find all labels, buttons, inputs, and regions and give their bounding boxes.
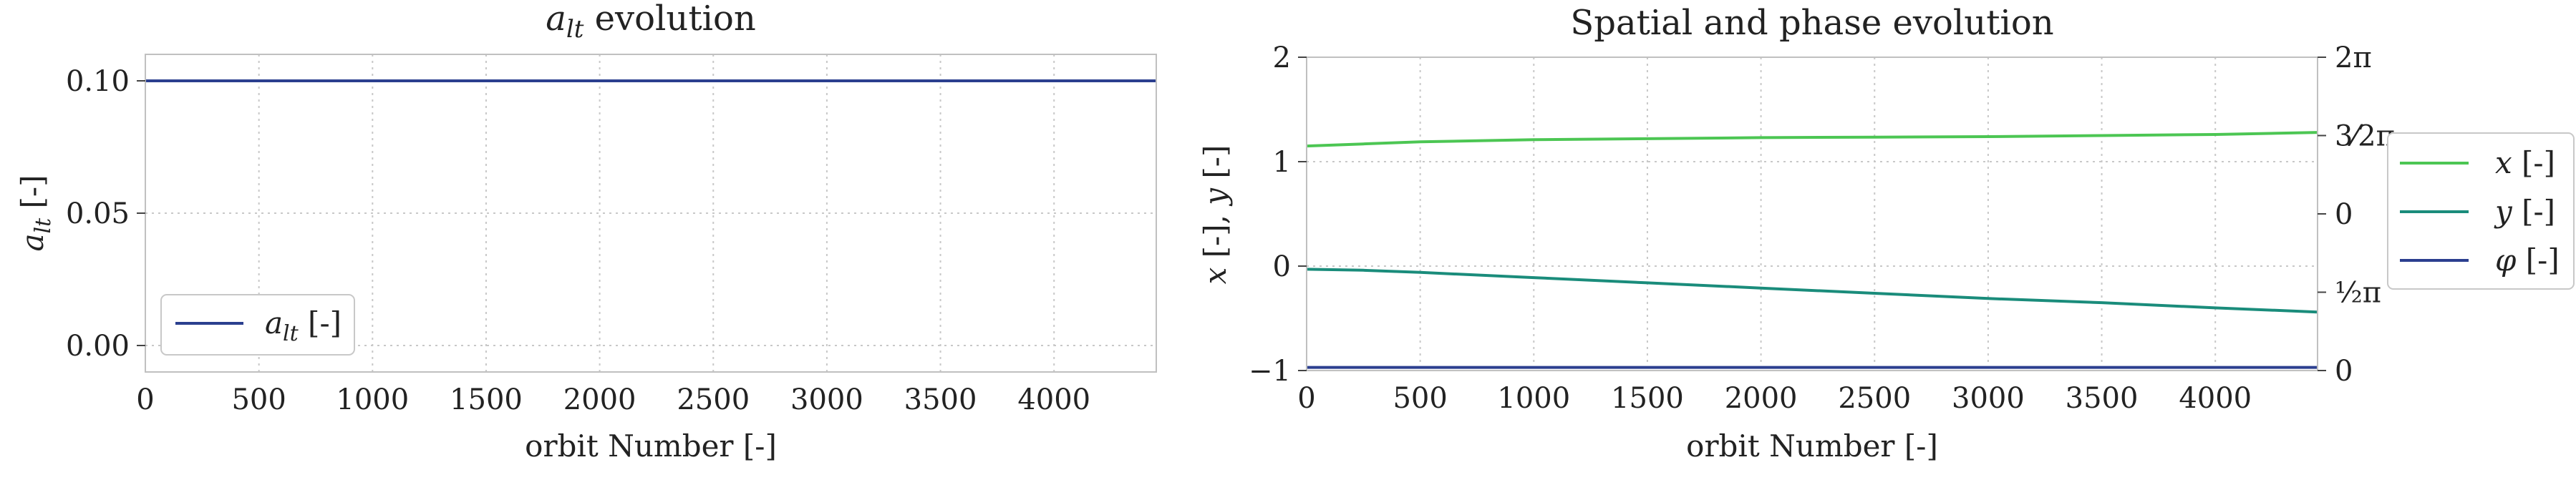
x-tick-label: 3500 xyxy=(904,383,977,416)
y2-tick-label: ½π xyxy=(2335,277,2381,310)
plot-frame xyxy=(1306,57,2318,371)
legend-label-phi: φ [-] xyxy=(2495,242,2560,278)
x-tick-label: 2500 xyxy=(1838,382,1911,415)
y-tick-label: 1 xyxy=(1273,146,1291,179)
legend-box xyxy=(2387,132,2575,290)
chart-title: Spatial and phase evolution xyxy=(1570,3,2053,43)
legend-box xyxy=(160,294,355,356)
x-tick-labels: 0 500 1000 1500 2000 2500 3000 3500 4000 xyxy=(136,383,1090,416)
x-tick-label: 3000 xyxy=(1952,382,2025,415)
grid-lines xyxy=(1307,57,2318,371)
chart-a-lt: 0 500 1000 1500 2000 2500 3000 3500 4000 0.000.0… xyxy=(15,0,1157,464)
y-axis-label: x [-], y [-] xyxy=(1198,145,1233,285)
x-tick-label: 1500 xyxy=(1611,382,1684,415)
y2-tick-label: 0 xyxy=(2335,198,2353,231)
x-tick-label: 2000 xyxy=(1725,382,1798,415)
legend: x [-] y [-] φ [-] xyxy=(2387,132,2575,290)
y2-tick-label: 2π xyxy=(2335,41,2372,74)
y-tick-labels: 0.00 0.05 0.10 xyxy=(66,65,145,363)
y-tick-label: 0.10 xyxy=(66,65,130,98)
x-tick-label: 1000 xyxy=(336,383,409,416)
x-tick-label: 2000 xyxy=(563,383,636,416)
legend-label-y: y [-] xyxy=(2494,194,2555,229)
legend-label-a-lt: alt [-] xyxy=(265,305,342,346)
y-axis-label: alt [-] xyxy=(15,175,56,251)
x-tick-label: 1000 xyxy=(1497,382,1570,415)
x-tick-label: 3500 xyxy=(2066,382,2139,415)
x-tick-label: 2500 xyxy=(677,383,750,416)
y-tick-label: 0.00 xyxy=(66,330,130,363)
x-axis-label: orbit Number [-] xyxy=(1686,428,1938,464)
chart-title: alt evolution xyxy=(546,0,756,44)
series-layer xyxy=(1306,131,2318,369)
x-tick-label: 4000 xyxy=(2179,382,2252,415)
y-tick-label: 0.05 xyxy=(66,197,130,230)
x-tick-label: 3000 xyxy=(790,383,863,416)
x-tick-label: 4000 xyxy=(1017,383,1090,416)
series-line-0 xyxy=(1306,131,2318,148)
series-line-1 xyxy=(1306,268,2318,314)
y2-tick-label: 0 xyxy=(2335,355,2353,388)
legend: alt [-] xyxy=(160,294,355,356)
x-tick-label: 500 xyxy=(1393,382,1447,415)
y-tick-labels: −1 0 1 2 xyxy=(1249,41,1307,388)
x-tick-label: 0 xyxy=(1297,382,1315,415)
x-tick-labels: 0 500 1000 1500 2000 2500 3000 3500 4000 xyxy=(1297,382,2252,415)
y-tick-label: −1 xyxy=(1249,355,1291,388)
right-axis-tick-labels: 0 ½π 0 3⁄2π 2π xyxy=(2318,41,2395,388)
y2-tick-label: 3⁄2π xyxy=(2335,120,2395,153)
x-axis-label: orbit Number [-] xyxy=(525,428,777,464)
x-tick-label: 1500 xyxy=(450,383,523,416)
x-tick-label: 500 xyxy=(231,383,286,416)
legend-label-x: x [-] xyxy=(2495,145,2555,180)
y-tick-label: 0 xyxy=(1273,250,1291,283)
x-tick-label: 0 xyxy=(136,383,154,416)
y-tick-label: 2 xyxy=(1273,41,1291,74)
